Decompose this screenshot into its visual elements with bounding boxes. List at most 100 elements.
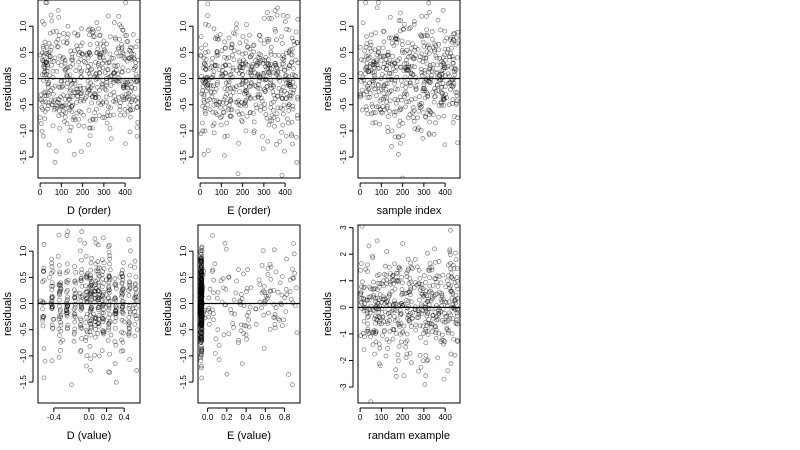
data-point	[199, 338, 205, 344]
data-point	[84, 363, 89, 369]
data-point	[199, 269, 204, 275]
data-point	[215, 52, 221, 58]
data-point	[272, 26, 278, 32]
data-point	[90, 125, 95, 131]
data-point	[106, 290, 112, 296]
data-point	[86, 71, 92, 77]
y-axis-label: residuals	[322, 291, 334, 336]
data-point	[211, 69, 217, 75]
data-point	[241, 57, 247, 63]
data-point	[387, 58, 393, 64]
data-point	[376, 45, 382, 51]
data-point	[385, 49, 391, 55]
data-point	[41, 64, 47, 69]
data-point	[382, 61, 388, 67]
data-point	[131, 94, 137, 100]
data-point	[87, 329, 93, 335]
data-point	[126, 314, 132, 320]
data-point	[395, 152, 401, 157]
data-point	[228, 114, 234, 119]
data-point	[207, 309, 213, 315]
data-point	[106, 325, 111, 331]
data-point	[199, 320, 205, 326]
data-point	[395, 86, 401, 92]
data-point	[198, 255, 204, 261]
data-point	[370, 253, 376, 259]
data-point	[65, 277, 71, 283]
data-point	[398, 10, 403, 16]
data-point	[454, 278, 460, 284]
data-point	[119, 294, 124, 299]
data-point	[285, 13, 291, 19]
data-point	[430, 61, 436, 67]
data-point	[392, 96, 398, 102]
data-point	[419, 304, 425, 310]
data-point	[408, 310, 413, 316]
data-point	[282, 88, 288, 94]
data-point	[281, 317, 286, 323]
data-point	[128, 89, 134, 95]
data-point	[220, 276, 226, 281]
data-point	[289, 59, 295, 65]
data-point	[432, 120, 438, 126]
y-tick-label: 0.0	[19, 72, 28, 84]
data-point	[390, 326, 396, 332]
y-tick-label: -1.0	[179, 123, 188, 137]
data-point	[239, 81, 245, 86]
data-point	[365, 269, 370, 275]
data-point	[106, 305, 112, 311]
data-point	[108, 136, 114, 142]
data-point	[113, 99, 118, 105]
data-point	[436, 47, 442, 53]
data-point	[408, 53, 414, 59]
data-point	[275, 289, 281, 295]
panel-e-order: 0 100 200 300 400-1.5-1.0-0.50.00.51.0 E (or…	[162, 0, 301, 217]
data-point	[199, 279, 204, 284]
data-point	[368, 42, 374, 48]
data-point	[359, 306, 365, 312]
data-point	[265, 39, 271, 44]
data-point	[240, 34, 246, 40]
data-point	[88, 283, 94, 288]
y-tick-label: 1.0	[19, 20, 28, 32]
data-point	[263, 112, 269, 117]
data-point	[69, 382, 74, 388]
data-point	[283, 96, 289, 102]
data-point	[395, 97, 401, 103]
data-point	[272, 52, 278, 58]
data-point	[198, 270, 204, 276]
data-point	[121, 83, 127, 88]
data-point	[199, 285, 205, 291]
data-point	[416, 101, 422, 107]
data-point	[374, 300, 380, 306]
data-point	[445, 63, 451, 69]
data-point	[64, 73, 70, 79]
data-point	[65, 297, 71, 302]
data-point	[105, 307, 111, 313]
x-axis-label: D (order)	[67, 205, 111, 217]
data-point	[50, 325, 56, 331]
y-tick-label: 1	[339, 278, 348, 283]
data-point	[258, 107, 263, 113]
data-point	[207, 107, 213, 112]
data-point	[49, 97, 54, 103]
data-point	[198, 293, 204, 299]
data-point	[224, 371, 230, 377]
data-point	[111, 20, 117, 25]
data-point	[56, 354, 62, 360]
data-point	[199, 293, 205, 299]
data-point	[133, 293, 139, 299]
data-point	[408, 70, 414, 76]
data-point	[439, 294, 445, 300]
data-point	[113, 36, 118, 42]
data-point	[62, 102, 68, 108]
data-point	[235, 109, 241, 115]
data-point	[120, 65, 126, 71]
data-point	[423, 55, 429, 60]
data-point	[77, 322, 83, 327]
data-point	[83, 338, 89, 344]
data-point	[387, 310, 393, 315]
data-point	[92, 314, 98, 320]
data-point	[88, 356, 94, 362]
data-point	[199, 270, 205, 275]
